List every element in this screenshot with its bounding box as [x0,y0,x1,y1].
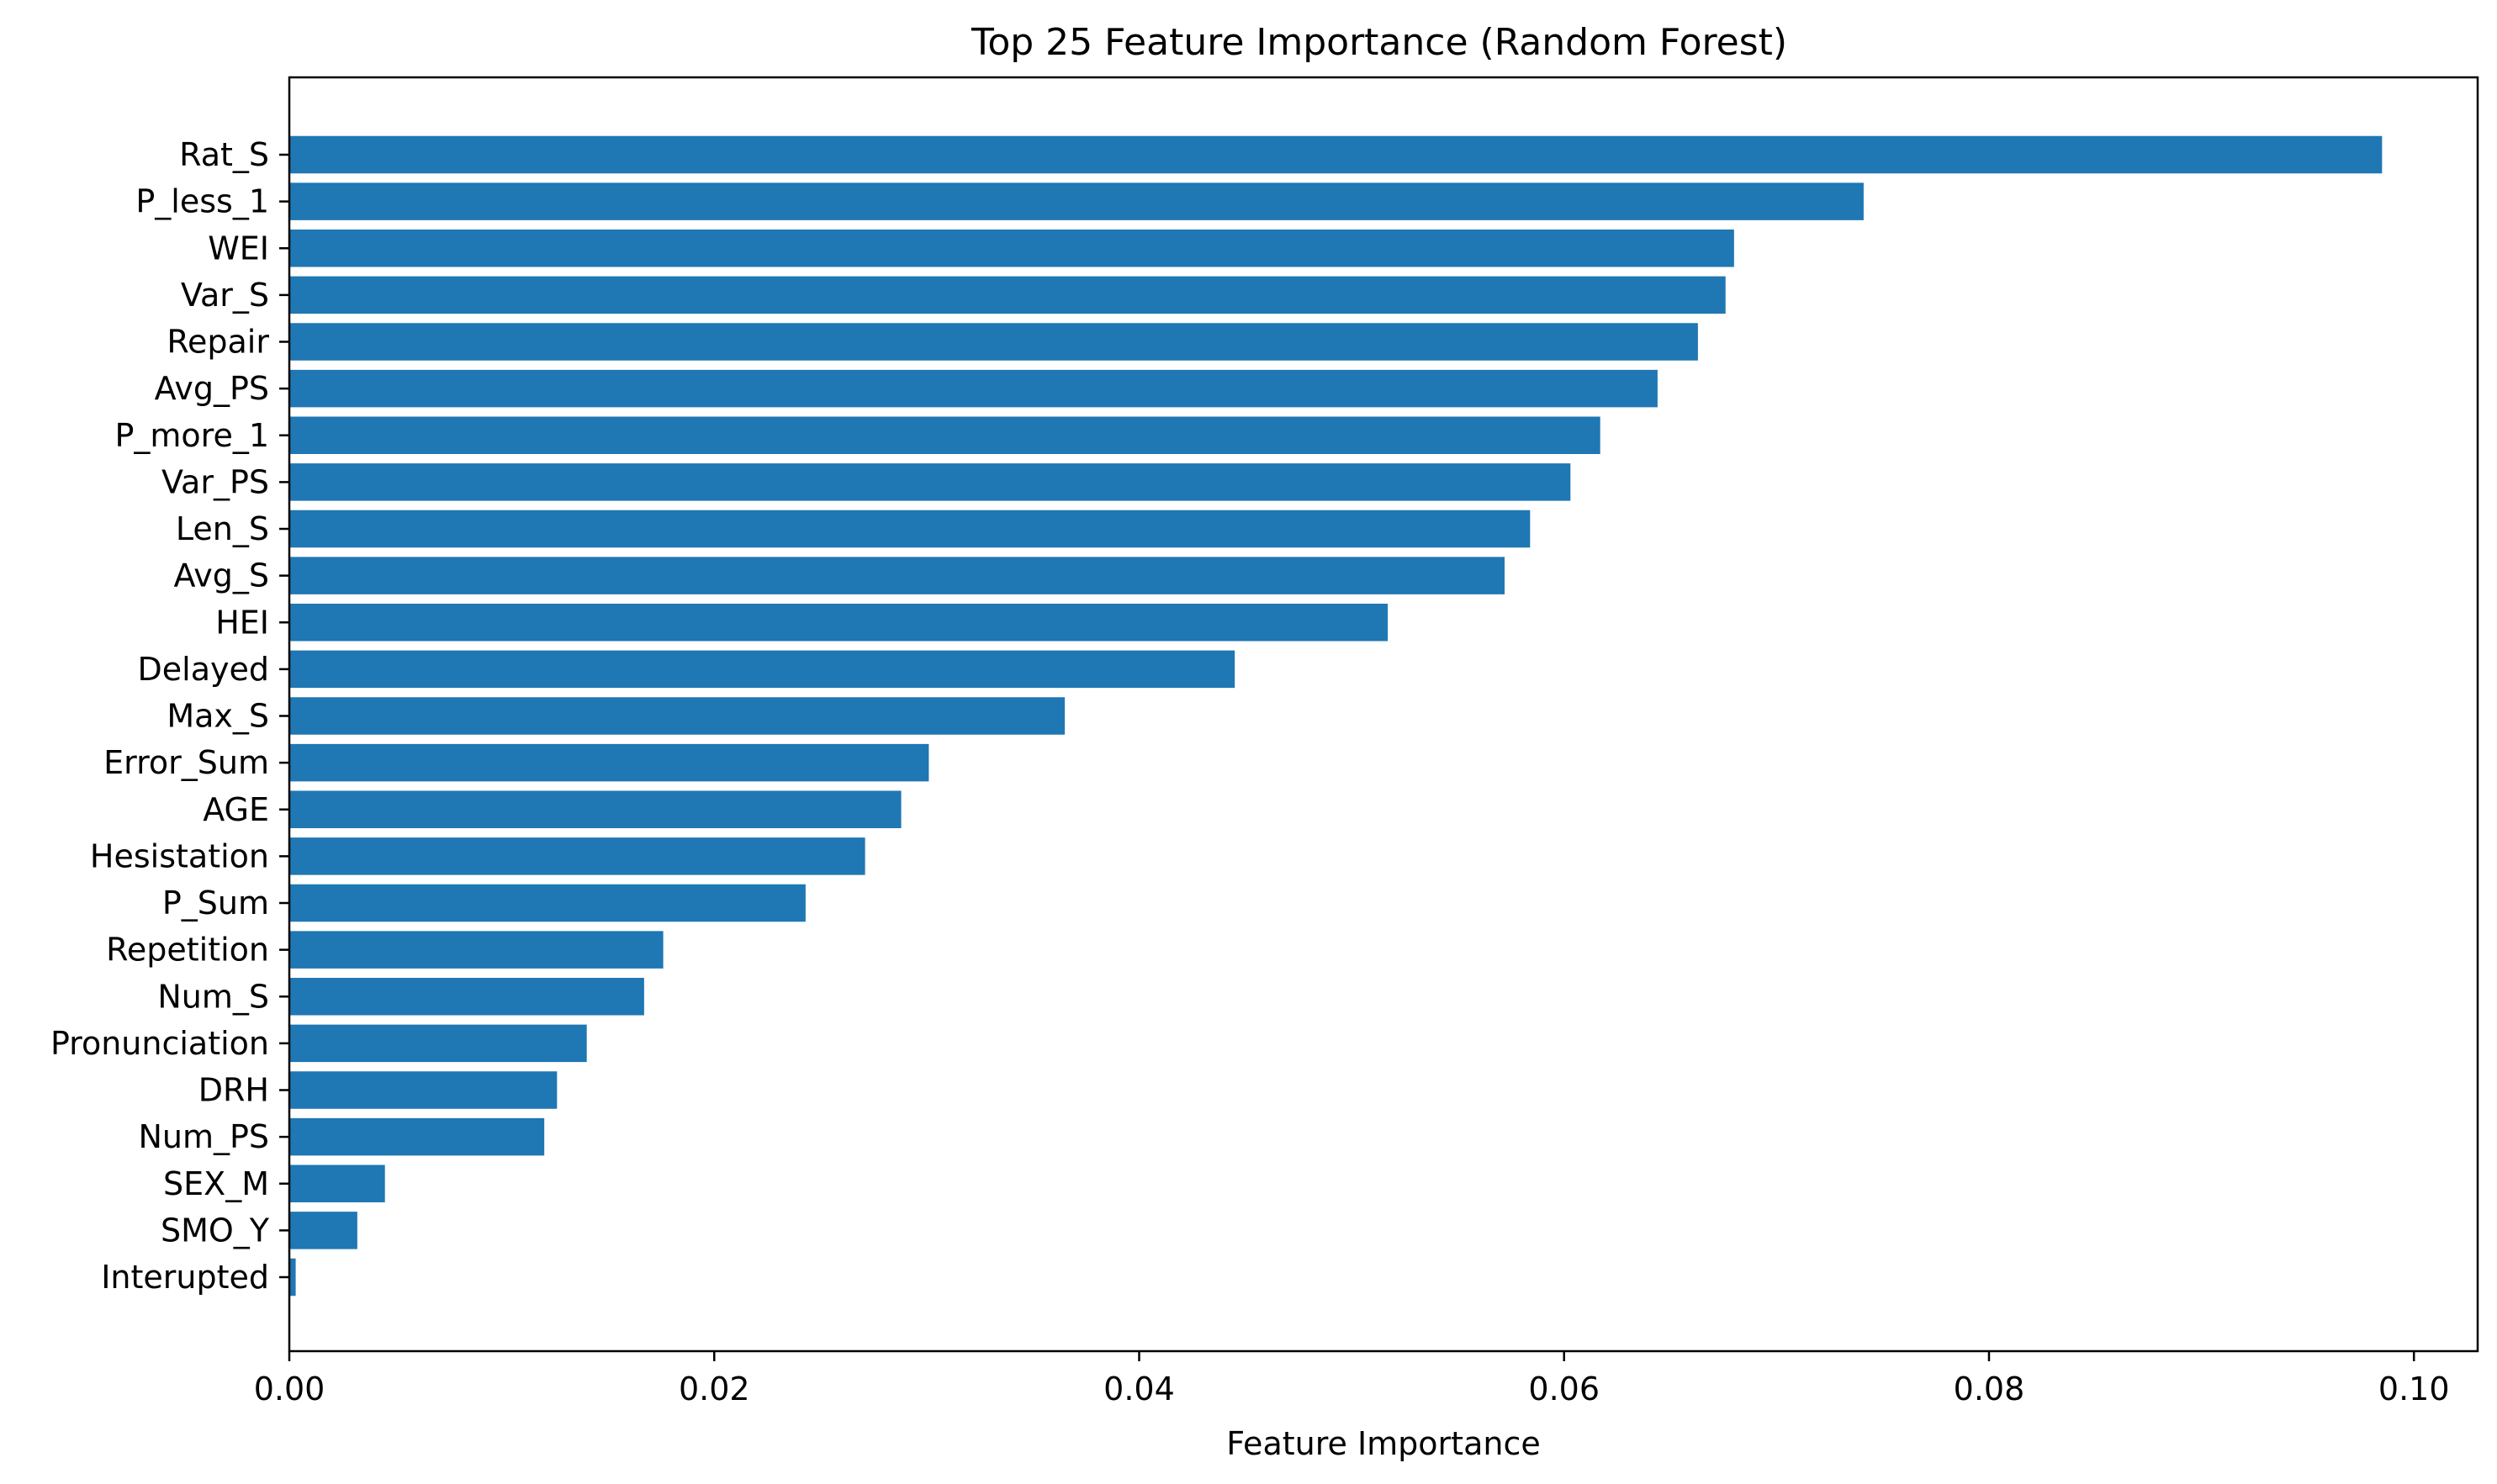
y-tick-label-num-ps: Num_PS [138,1118,269,1155]
bar-p-sum [289,884,806,922]
bar-interupted [289,1258,296,1297]
bar-repetition [289,931,664,969]
y-tick-label-age: AGE [203,791,269,828]
bar-age [289,790,902,828]
y-tick-label-error-sum: Error_Sum [103,744,269,781]
chart-title: Top 25 Feature Importance (Random Forest… [971,21,1787,64]
bar-rat-s [289,135,2383,174]
bar-pronunciation [289,1024,587,1063]
x-tick-label-1: 0.02 [679,1370,750,1407]
x-tick-label-2: 0.04 [1103,1370,1175,1407]
bars-group [289,135,2383,1297]
y-tick-label-drh: DRH [198,1072,269,1109]
y-axis: Rat_S P_less_1 WEI Var_S Repair Avg_PS P_more_… [50,136,289,1296]
y-tick-label-hei: HEI [215,604,269,641]
y-tick-label-max-s: Max_S [167,698,269,735]
bar-len-s [289,510,1531,548]
x-axis-label: Feature Importance [1226,1425,1540,1462]
y-tick-label-var-ps: Var_PS [161,463,269,500]
bar-hesistation [289,837,865,875]
x-tick-label-3: 0.06 [1528,1370,1600,1407]
y-tick-label-p-less-1: P_less_1 [135,183,269,220]
bar-drh [289,1071,558,1109]
bar-num-ps [289,1117,545,1156]
y-tick-label-var-s: Var_S [181,277,269,314]
x-tick-label-0: 0.00 [254,1370,325,1407]
y-tick-label-hesistation: Hesistation [90,837,269,874]
x-tick-label-5: 0.10 [2378,1370,2450,1407]
bar-wei [289,230,1734,267]
bar-error-sum [289,743,929,782]
y-tick-label-pronunciation: Pronunciation [50,1025,269,1062]
y-tick-label-repair: Repair [167,324,269,361]
bar-delayed [289,650,1235,689]
y-tick-label-p-more-1: P_more_1 [114,417,269,454]
y-tick-label-delayed: Delayed [138,651,269,688]
bar-repair [289,323,1698,361]
bar-avg-ps [289,369,1658,408]
bar-sex-m [289,1164,385,1202]
bar-smo-y [289,1212,357,1249]
bar-var-ps [289,463,1571,501]
y-tick-label-interupted: Interupted [101,1259,269,1296]
x-tick-label-4: 0.08 [1954,1370,2025,1407]
y-tick-label-sex-m: SEX_M [163,1165,269,1202]
y-tick-label-wei: WEI [208,230,269,267]
bar-num-s [289,978,644,1016]
y-tick-label-p-sum: P_Sum [162,885,269,922]
x-axis: 0.00 0.02 0.04 0.06 0.08 0.10 [254,1351,2450,1407]
bar-p-less-1 [289,182,1864,220]
bar-var-s [289,276,1726,314]
y-tick-label-repetition: Repetition [106,932,269,969]
y-tick-label-smo-y: SMO_Y [161,1212,270,1249]
bar-hei [289,604,1389,642]
y-tick-label-len-s: Len_S [176,510,269,547]
y-tick-label-num-s: Num_S [157,978,269,1015]
y-tick-label-avg-ps: Avg_PS [155,370,269,407]
y-tick-label-avg-s: Avg_S [174,557,270,594]
bar-max-s [289,697,1066,735]
bar-avg-s [289,557,1505,594]
plot-frame [288,76,2479,1353]
y-tick-label-rat-s: Rat_S [179,136,269,173]
bar-p-more-1 [289,416,1600,454]
